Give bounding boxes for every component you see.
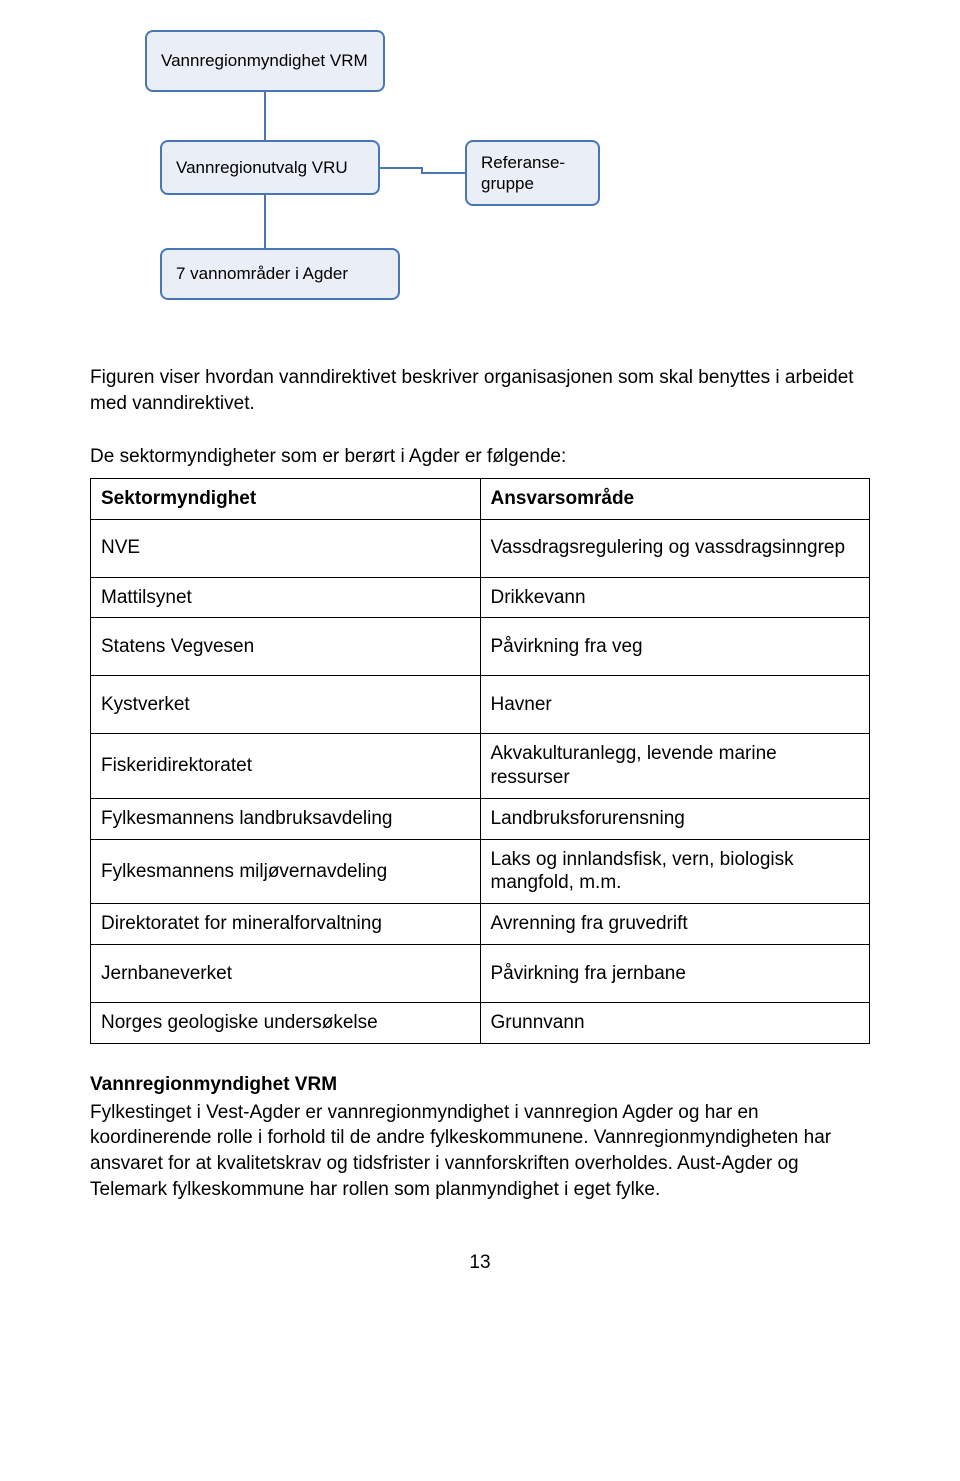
table-cell: Landbruksforurensning <box>480 798 870 839</box>
table-row: JernbaneverketPåvirkning fra jernbane <box>91 944 870 1002</box>
table-header-row: SektormyndighetAnsvarsområde <box>91 478 870 519</box>
table-row: Statens VegvesenPåvirkning fra veg <box>91 618 870 676</box>
table-cell: Mattilsynet <box>91 577 481 618</box>
section-heading: Vannregionmyndighet VRM <box>90 1074 870 1096</box>
table-cell: Grunnvann <box>480 1002 870 1043</box>
table-cell: Jernbaneverket <box>91 944 481 1002</box>
table-cell: Akvakulturanlegg, levende marine ressurs… <box>480 734 870 799</box>
table-cell: Vassdragsregulering og vassdragsinngrep <box>480 519 870 577</box>
diagram-node: Referanse- gruppe <box>465 140 600 206</box>
org-diagram: Vannregionmyndighet VRM Vannregionutvalg … <box>90 30 690 340</box>
table-intro: De sektormyndigheter som er berørt i Agd… <box>90 444 870 470</box>
page-number: 13 <box>90 1252 870 1274</box>
table-header-cell: Ansvarsområde <box>480 478 870 519</box>
table-cell: Havner <box>480 676 870 734</box>
table-cell: Fylkesmannens landbruksavdeling <box>91 798 481 839</box>
table-cell: Fylkesmannens miljøvernavdeling <box>91 839 481 904</box>
table-row: NVEVassdragsregulering og vassdragsinngr… <box>91 519 870 577</box>
table-cell: Kystverket <box>91 676 481 734</box>
section-body: Fylkestinget i Vest-Agder er vannregionm… <box>90 1100 870 1203</box>
table-cell: Avrenning fra gruvedrift <box>480 904 870 945</box>
table-row: KystverketHavner <box>91 676 870 734</box>
table-row: FiskeridirektoratetAkvakulturanlegg, lev… <box>91 734 870 799</box>
table-cell: Norges geologiske undersøkelse <box>91 1002 481 1043</box>
table-cell: Drikkevann <box>480 577 870 618</box>
table-cell: Påvirkning fra jernbane <box>480 944 870 1002</box>
diagram-caption: Figuren viser hvordan vanndirektivet bes… <box>90 365 870 416</box>
table-cell: Fiskeridirektoratet <box>91 734 481 799</box>
table-cell: Statens Vegvesen <box>91 618 481 676</box>
table-cell: Laks og innlandsfisk, vern, biologisk ma… <box>480 839 870 904</box>
table-cell: Påvirkning fra veg <box>480 618 870 676</box>
table-row: Norges geologiske undersøkelseGrunnvann <box>91 1002 870 1043</box>
table-cell: NVE <box>91 519 481 577</box>
diagram-node: Vannregionmyndighet VRM <box>145 30 385 92</box>
table-cell: Direktoratet for mineralforvaltning <box>91 904 481 945</box>
table-header-cell: Sektormyndighet <box>91 478 481 519</box>
sector-table: SektormyndighetAnsvarsområdeNVEVassdrags… <box>90 478 870 1044</box>
table-row: MattilsynetDrikkevann <box>91 577 870 618</box>
table-row: Direktoratet for mineralforvaltningAvren… <box>91 904 870 945</box>
diagram-node: 7 vannområder i Agder <box>160 248 400 300</box>
table-row: Fylkesmannens landbruksavdelingLandbruks… <box>91 798 870 839</box>
diagram-node: Vannregionutvalg VRU <box>160 140 380 195</box>
table-row: Fylkesmannens miljøvernavdelingLaks og i… <box>91 839 870 904</box>
